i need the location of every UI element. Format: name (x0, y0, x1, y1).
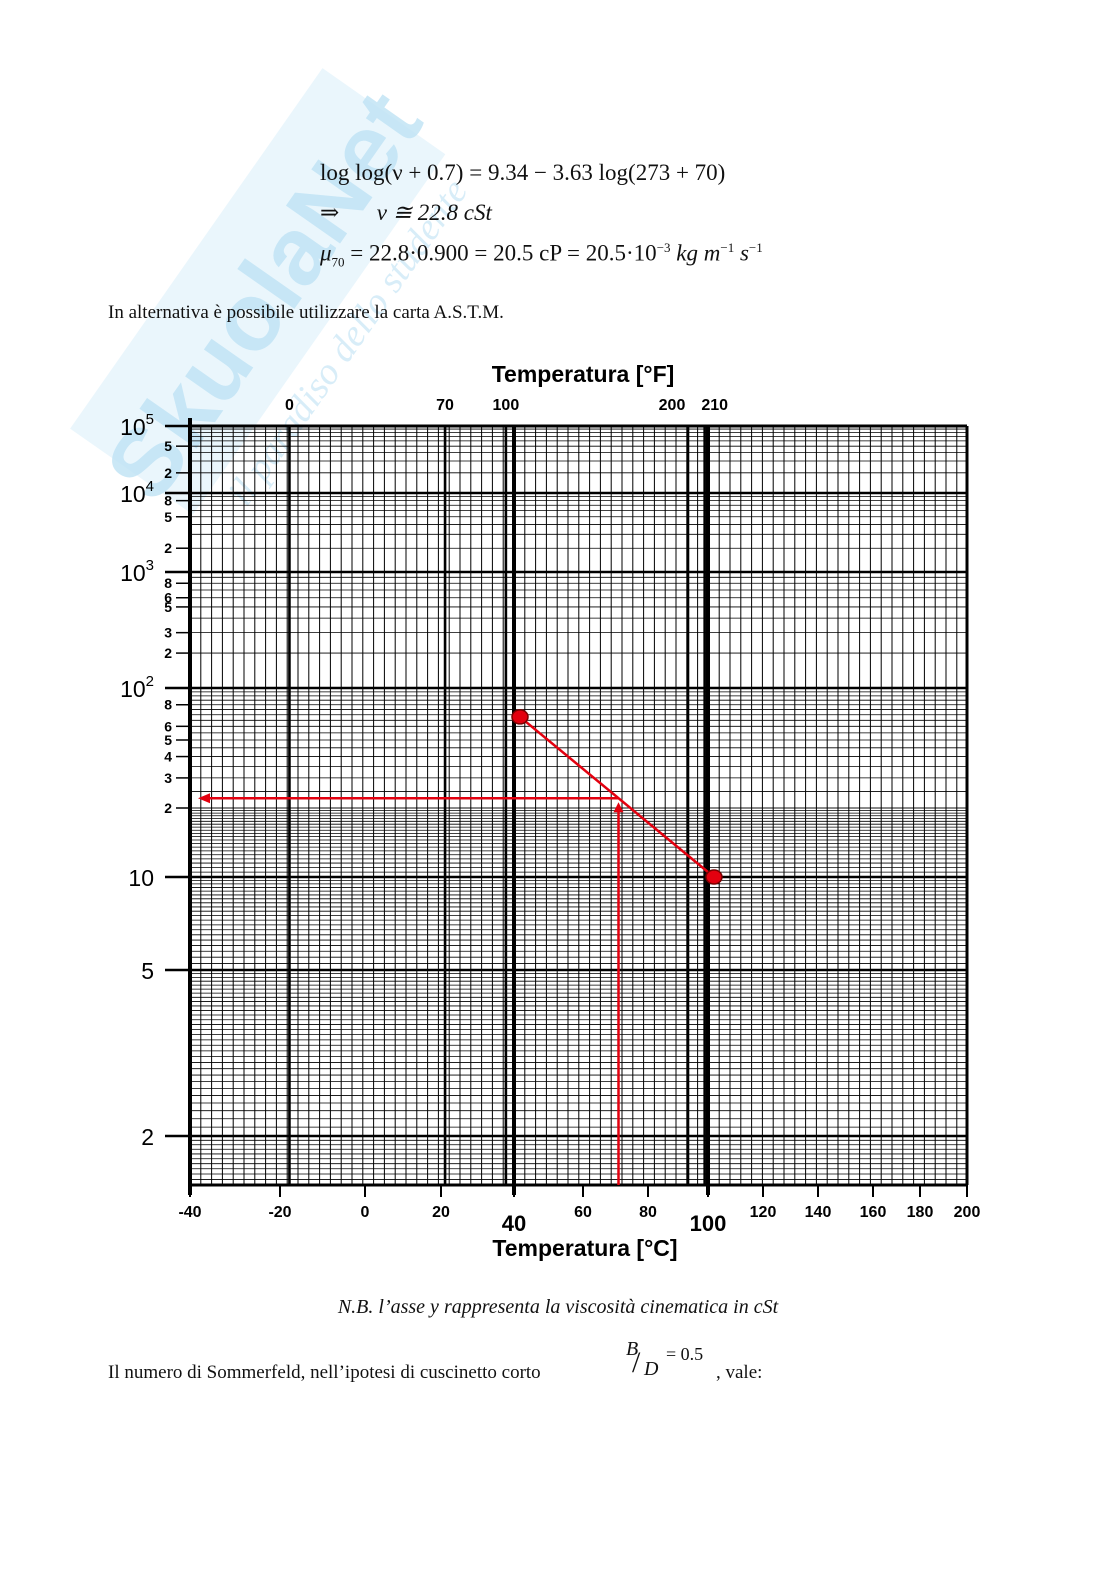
mu-symbol: μ (320, 240, 332, 266)
y-minor-label: 5 (164, 509, 172, 525)
y-major-label: 5 (141, 958, 154, 984)
fraction-numerator: B (626, 1338, 639, 1360)
label-layer: 0 70 100 200 210-40 -20 0 20 40 60 80 100 120 140 160 1… (120, 397, 980, 1236)
bottom-tick-label: 120 (750, 1204, 777, 1221)
y-major-label: 103 (120, 557, 154, 586)
arrowhead-up (613, 802, 624, 813)
y-minor-label: 4 (164, 749, 172, 765)
chart-caption: N.B. l’asse y rappresenta la viscosità c… (337, 1296, 779, 1318)
bottom-tick-label: 40 (502, 1211, 526, 1236)
bottom-tick-label: 60 (574, 1204, 592, 1221)
exponent-1: −3 (656, 240, 671, 255)
y-major-label: 10 (128, 865, 154, 891)
y-minor-label: 5 (164, 438, 172, 454)
bottom-tick-label: 80 (639, 1204, 657, 1221)
equation-line-2: ⇒ ν ≅ 22.8 cSt (320, 200, 492, 226)
top-tick-label: 210 (701, 397, 728, 414)
bottom-tick-label: 0 (361, 1204, 370, 1221)
equation-line-1: log log(ν + 0.7) = 9.34 − 3.63 log(273 +… (320, 160, 725, 186)
bottom-tick-label: 160 (860, 1204, 887, 1221)
mu-subscript: 70 (331, 254, 345, 270)
bottom-tick-label: -40 (178, 1204, 201, 1221)
data-point (705, 869, 723, 885)
interpolation-line (519, 715, 715, 878)
equation-text-1: log log(ν + 0.7) = 9.34 − 3.63 log(273 +… (320, 160, 726, 185)
y-minor-label: 5 (164, 599, 172, 615)
bottom-tick-label: 180 (907, 1204, 934, 1221)
sommerfeld-text: Il numero di Sommerfeld, nell’ipotesi di… (108, 1362, 541, 1384)
equation-line-3: μ70 = 22.8·0.900 = 20.5 cP = 20.5·10−3 k… (320, 240, 763, 270)
y-minor-label: 8 (164, 493, 172, 509)
top-tick-label: 100 (493, 397, 520, 414)
y-major-label: 2 (141, 1124, 154, 1150)
exponent-3: −1 (748, 240, 763, 255)
bottom-tick-label: 100 (690, 1211, 727, 1236)
top-axis-title: Temperatura [°F] (492, 361, 675, 387)
equation-text-3: = 22.8·0.900 = 20.5 cP = 20.5·10 (344, 240, 657, 266)
y-minor-label: 3 (164, 625, 172, 641)
y-minor-label: 3 (164, 770, 172, 786)
y-minor-label: 2 (164, 645, 172, 661)
intro-paragraph: In alternativa è possibile utilizzare la… (108, 302, 504, 323)
equation-text-2: ν ≅ 22.8 cSt (376, 200, 492, 225)
top-tick-label: 0 (285, 397, 294, 414)
y-minor-label: 5 (164, 732, 172, 748)
implies-arrow: ⇒ (320, 200, 340, 225)
bottom-axis-title: Temperatura [°C] (492, 1235, 677, 1261)
units-1: kg m (670, 240, 721, 266)
y-minor-label: 2 (164, 465, 172, 481)
bottom-tick-label: 20 (432, 1204, 450, 1221)
grid-layer (189, 425, 967, 1186)
y-minor-label: 2 (164, 800, 172, 816)
sommerfeld-text-before: Il numero di Sommerfeld, nell’ipotesi di… (108, 1362, 541, 1383)
y-major-label: 105 (120, 411, 154, 440)
fraction-denominator: D (644, 1358, 659, 1380)
bottom-tick-label: -20 (268, 1204, 291, 1221)
axis-layer (165, 418, 969, 1197)
y-minor-label: 8 (164, 575, 172, 591)
exponent-2: −1 (720, 240, 735, 255)
sommerfeld-text-after: , vale: (716, 1362, 763, 1383)
y-minor-label: 6 (164, 590, 172, 606)
y-minor-label: 8 (164, 697, 172, 713)
bottom-tick-label: 140 (805, 1204, 832, 1221)
fraction-slash: / (632, 1346, 641, 1379)
bottom-tick-label: 200 (954, 1204, 981, 1221)
arrowhead-left (198, 793, 210, 804)
y-major-label: 102 (120, 673, 154, 702)
annotation-layer (198, 709, 723, 1185)
y-minor-label: 2 (164, 540, 172, 556)
top-tick-label: 200 (659, 397, 686, 414)
fraction-value: = 0.5 (666, 1344, 704, 1364)
y-minor-label: 6 (164, 718, 172, 734)
top-tick-label: 70 (436, 397, 454, 414)
units-2: s (734, 240, 749, 266)
astm-viscosity-chart: 0 70 100 200 210-40 -20 0 20 40 60 80 100 120 140 160 1… (120, 361, 980, 1261)
data-point (511, 709, 529, 725)
y-major-label: 104 (120, 478, 154, 507)
